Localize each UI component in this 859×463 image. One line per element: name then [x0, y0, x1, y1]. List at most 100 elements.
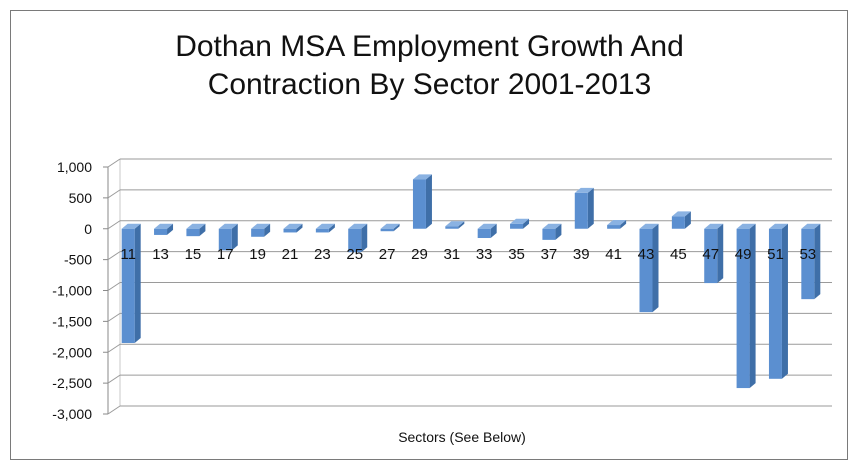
- y-tick-label: -500: [64, 252, 92, 268]
- bar-43: [639, 223, 659, 313]
- bar-11: [121, 223, 141, 343]
- y-tick-label: -1,000: [52, 283, 92, 299]
- x-axis-title: Sectors (See Below): [398, 429, 526, 445]
- bar-front: [121, 228, 135, 343]
- x-tick-label: 33: [476, 246, 493, 263]
- bar-side: [555, 223, 562, 240]
- gridline-depth: [107, 312, 121, 322]
- bar-top: [348, 223, 368, 229]
- gridlines: [103, 158, 832, 415]
- bar-19: [251, 223, 271, 237]
- x-tick-label: 31: [443, 246, 460, 263]
- bar-side: [393, 223, 400, 232]
- bar-top: [639, 223, 659, 229]
- bar-side: [620, 220, 627, 229]
- x-tick-label: 35: [508, 246, 525, 263]
- gridline-depth: [107, 251, 121, 261]
- x-tick-label: 37: [541, 246, 558, 263]
- bar-25: [348, 223, 368, 253]
- bar-35: [510, 218, 530, 229]
- bar-front: [412, 179, 426, 229]
- bar-front: [251, 228, 265, 237]
- y-tick-label: -1,500: [52, 313, 92, 329]
- x-tick-label: 29: [411, 246, 428, 263]
- bar-side: [652, 223, 659, 313]
- bar-top: [510, 218, 530, 224]
- bars: [121, 174, 821, 389]
- bar-top: [218, 223, 238, 229]
- bar-top: [380, 223, 400, 229]
- x-axis-ticks: 11 13 15 17 19 21 23 25 27 29 31 33 35 37 39 41 43 45 47 49…: [120, 246, 816, 263]
- bar-side: [167, 223, 174, 235]
- bar-side: [684, 211, 691, 229]
- bar-top: [445, 221, 465, 227]
- y-tick-label: 500: [69, 190, 93, 206]
- x-tick-label: 49: [735, 246, 752, 263]
- bar-front: [186, 228, 200, 237]
- bar-13: [154, 223, 174, 235]
- x-tick-label: 21: [282, 246, 299, 263]
- bar-39: [574, 187, 594, 229]
- bar-17: [218, 223, 238, 251]
- bar-top: [121, 223, 141, 229]
- bar-side: [425, 174, 432, 229]
- bar-side: [749, 223, 756, 389]
- bar-top: [315, 223, 335, 229]
- x-tick-label: 27: [379, 246, 396, 263]
- bar-front: [218, 228, 232, 251]
- x-tick-label: 43: [638, 246, 655, 263]
- bar-front: [154, 228, 168, 235]
- bar-31: [445, 221, 465, 229]
- bar-top: [704, 223, 724, 229]
- x-tick-label: 23: [314, 246, 331, 263]
- bar-33: [477, 223, 497, 239]
- bar-top: [801, 223, 821, 229]
- x-tick-label: 47: [702, 246, 719, 263]
- y-tick-label: -3,000: [52, 406, 92, 422]
- bar-top: [477, 223, 497, 229]
- bar-side: [231, 223, 238, 251]
- x-tick-label: 39: [573, 246, 590, 263]
- bar-front: [380, 228, 394, 232]
- gridline-depth: [107, 405, 121, 415]
- x-tick-label: 41: [605, 246, 622, 263]
- bar-front: [704, 228, 718, 284]
- bar-front: [574, 192, 588, 229]
- x-tick-label: 45: [670, 246, 687, 263]
- x-tick-label: 11: [120, 246, 136, 263]
- chart-title-line-2: Contraction By Sector 2001-2013: [207, 68, 652, 101]
- bar-front: [315, 228, 329, 233]
- bar-top: [768, 223, 788, 229]
- bar-41: [607, 220, 627, 229]
- x-tick-label: 51: [767, 246, 784, 263]
- y-tick-label: -2,000: [52, 344, 92, 360]
- bar-21: [283, 223, 303, 233]
- x-tick-label: 17: [217, 246, 234, 263]
- y-axis-ticks: 1,000 500 0 -500 -1,000 -1,500 -2,000 -2,500 -3,…: [52, 159, 92, 422]
- bar-front: [445, 226, 459, 229]
- gridline-depth: [107, 220, 121, 230]
- chart-title-line-1: Dothan MSA Employment Growth And: [175, 30, 684, 63]
- bar-37: [542, 223, 562, 240]
- bar-front: [542, 228, 556, 240]
- bar-side: [361, 223, 368, 253]
- x-tick-label: 25: [346, 246, 363, 263]
- gridline-depth: [107, 343, 121, 353]
- bar-53: [801, 223, 821, 300]
- y-tick-label: 0: [84, 221, 92, 237]
- bar-front: [639, 228, 653, 313]
- bar-side: [199, 223, 206, 237]
- bar-side: [717, 223, 724, 284]
- bar-front: [348, 228, 362, 253]
- bar-27: [380, 223, 400, 232]
- bar-front: [510, 223, 524, 229]
- bar-top: [412, 174, 432, 180]
- bar-top: [154, 223, 174, 229]
- bar-top: [542, 223, 562, 229]
- bar-front: [671, 216, 685, 229]
- x-tick-label: 13: [152, 246, 169, 263]
- bar-front: [801, 228, 815, 300]
- bar-top: [251, 223, 271, 229]
- bar-side: [814, 223, 821, 300]
